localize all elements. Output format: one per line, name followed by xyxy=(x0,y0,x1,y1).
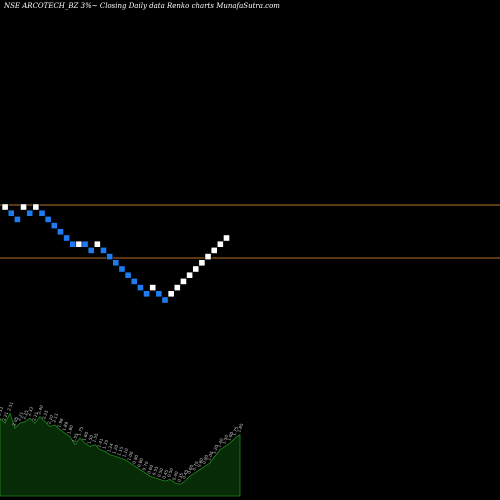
volume-label: 0.45 xyxy=(181,469,189,480)
renko-brick-down xyxy=(69,240,77,248)
volume-label: 1.00 xyxy=(126,450,134,461)
volume-label: 0.70 xyxy=(191,460,199,471)
renko-brick-up xyxy=(93,240,101,248)
volume-label: 1.40 xyxy=(216,437,224,448)
volume-label: 0.90 xyxy=(201,454,209,465)
volume-label: 1.20 xyxy=(111,444,119,455)
volume-label: 0.50 xyxy=(156,467,164,478)
volume-label: 1.55 xyxy=(71,432,79,443)
volume-label: 1.20 xyxy=(211,444,219,455)
volume-label: 2.40 xyxy=(36,404,44,415)
volume-label: 0.40 xyxy=(171,470,179,481)
volume-label: 0.35 xyxy=(176,472,184,483)
volume-label: 2.33 xyxy=(26,406,34,417)
renko-brick-down xyxy=(57,228,64,236)
renko-brick-up xyxy=(149,284,157,291)
renko-brick-down xyxy=(161,296,169,304)
volume-label: 1.00 xyxy=(206,450,214,461)
volume-label: 0.55 xyxy=(151,465,159,476)
renko-brick-down xyxy=(112,259,120,267)
renko-brick-up xyxy=(186,271,193,279)
volume-label: 1.98 xyxy=(56,417,64,428)
volume-label: 0.80 xyxy=(136,457,144,468)
volume-label: 2.21 xyxy=(1,411,9,422)
volume-label: 2.25 xyxy=(41,409,49,420)
renko-brick-up xyxy=(192,265,200,273)
renko-brick-down xyxy=(143,290,150,298)
volume-label: 0.50 xyxy=(166,467,174,478)
renko-brick-down xyxy=(14,216,21,223)
chart-title: NSE ARCOTECH_BZ 3%~ Closing Daily data R… xyxy=(4,2,280,10)
volume-label: 2.25 xyxy=(21,409,29,420)
renko-brick-down xyxy=(100,247,107,254)
volume-label: 2.51 xyxy=(6,401,14,412)
volume-label: 0.60 xyxy=(186,464,194,475)
renko-brick-down xyxy=(155,290,163,298)
renko-brick-down xyxy=(106,253,114,260)
volume-area xyxy=(0,412,241,497)
renko-brick-down xyxy=(130,277,138,285)
volume-label: 1.85 xyxy=(236,422,244,433)
renko-brick-up xyxy=(198,259,206,267)
renko-brick-up xyxy=(20,203,27,211)
volume-label: 1.75 xyxy=(76,426,84,437)
renko-brick-down xyxy=(38,209,46,217)
renko-brick-up xyxy=(216,240,224,248)
volume-label: 0.45 xyxy=(161,469,169,480)
renko-brick-down xyxy=(26,209,34,217)
renko-brick-down xyxy=(50,222,58,229)
renko-brick-down xyxy=(63,234,70,242)
renko-brick-down xyxy=(87,247,95,254)
renko-brick-up xyxy=(204,253,212,260)
renko-brick-up xyxy=(180,277,187,285)
volume-label: 1.60 xyxy=(226,431,234,442)
volume-label: 2.10 xyxy=(46,414,54,425)
volume-label: 1.35 xyxy=(101,439,109,450)
renko-brick-up xyxy=(173,284,181,291)
renko-brick-down xyxy=(137,284,144,291)
volume-label: 0.90 xyxy=(131,454,139,465)
volume-label: 1.55 xyxy=(91,432,99,443)
volume-label: 2.05 xyxy=(11,416,19,427)
volume-label: 1.41 xyxy=(96,437,104,448)
renko-brick-down xyxy=(7,209,15,217)
renko-brick-down xyxy=(124,271,132,279)
renko-brick-down xyxy=(118,265,126,273)
volume-label: 0.60 xyxy=(146,464,154,475)
volume-label: 1.80 xyxy=(66,424,74,435)
volume-label: 2.21 xyxy=(31,411,39,422)
renko-brick-up xyxy=(32,203,40,211)
volume-label: 1.24 xyxy=(106,442,114,453)
volume-label: 0.80 xyxy=(196,457,204,468)
renko-brick-up xyxy=(210,247,218,254)
volume-label: 1.15 xyxy=(116,446,124,457)
renko-brick-up xyxy=(167,290,175,298)
volume-label: 1.50 xyxy=(221,434,229,445)
volume-label: 2.33 xyxy=(0,406,4,417)
renko-brick-up xyxy=(75,240,83,248)
volume-label: 1.89 xyxy=(61,421,69,432)
renko-brick-up xyxy=(223,234,230,242)
renko-brick-down xyxy=(81,240,89,248)
volume-label: 2.13 xyxy=(51,412,59,423)
renko-brick-up xyxy=(1,203,9,211)
volume-label: 1.10 xyxy=(121,447,129,458)
volume-label: 2.21 xyxy=(16,411,24,422)
volume-label: 1.50 xyxy=(86,434,94,445)
volume-label: 1.60 xyxy=(81,431,89,442)
volume-label: 0.70 xyxy=(141,460,149,471)
volume-label: 1.75 xyxy=(231,426,239,437)
renko-brick-down xyxy=(44,216,52,223)
